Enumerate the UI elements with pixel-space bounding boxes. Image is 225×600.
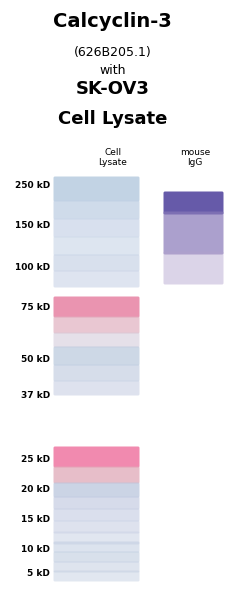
FancyBboxPatch shape xyxy=(54,271,140,287)
FancyBboxPatch shape xyxy=(54,509,140,521)
FancyBboxPatch shape xyxy=(54,541,140,553)
Text: Calcyclin-3: Calcyclin-3 xyxy=(53,12,172,31)
FancyBboxPatch shape xyxy=(54,467,140,484)
FancyBboxPatch shape xyxy=(54,218,140,238)
Text: (626B205.1): (626B205.1) xyxy=(74,46,151,59)
Text: 15 kD: 15 kD xyxy=(21,515,50,524)
FancyBboxPatch shape xyxy=(54,317,140,334)
FancyBboxPatch shape xyxy=(164,211,223,254)
FancyBboxPatch shape xyxy=(54,380,140,395)
FancyBboxPatch shape xyxy=(54,520,140,533)
Text: mouse
IgG: mouse IgG xyxy=(180,148,210,167)
Text: 100 kD: 100 kD xyxy=(15,263,50,272)
FancyBboxPatch shape xyxy=(54,562,140,572)
Text: 150 kD: 150 kD xyxy=(15,220,50,229)
FancyBboxPatch shape xyxy=(54,364,140,382)
Text: 5 kD: 5 kD xyxy=(27,569,50,578)
FancyBboxPatch shape xyxy=(164,191,223,214)
FancyBboxPatch shape xyxy=(54,176,140,202)
FancyBboxPatch shape xyxy=(54,497,140,509)
Text: 25 kD: 25 kD xyxy=(21,455,50,464)
FancyBboxPatch shape xyxy=(54,200,140,220)
Text: 250 kD: 250 kD xyxy=(15,181,50,190)
Text: 20 kD: 20 kD xyxy=(21,485,50,494)
Text: 37 kD: 37 kD xyxy=(21,391,50,400)
FancyBboxPatch shape xyxy=(54,551,140,563)
Text: 50 kD: 50 kD xyxy=(21,355,50,364)
FancyBboxPatch shape xyxy=(54,571,140,581)
FancyBboxPatch shape xyxy=(164,251,223,284)
FancyBboxPatch shape xyxy=(54,236,140,256)
FancyBboxPatch shape xyxy=(54,296,140,317)
Text: SK-OV3: SK-OV3 xyxy=(76,80,149,98)
Text: Cell
Lysate: Cell Lysate xyxy=(99,148,127,167)
Text: Cell Lysate: Cell Lysate xyxy=(58,110,167,128)
Text: 75 kD: 75 kD xyxy=(21,304,50,313)
FancyBboxPatch shape xyxy=(54,346,140,365)
FancyBboxPatch shape xyxy=(54,254,140,271)
Text: with: with xyxy=(99,64,126,77)
FancyBboxPatch shape xyxy=(54,332,140,347)
FancyBboxPatch shape xyxy=(54,482,140,497)
FancyBboxPatch shape xyxy=(54,446,140,467)
Text: 10 kD: 10 kD xyxy=(21,545,50,554)
FancyBboxPatch shape xyxy=(54,532,140,545)
